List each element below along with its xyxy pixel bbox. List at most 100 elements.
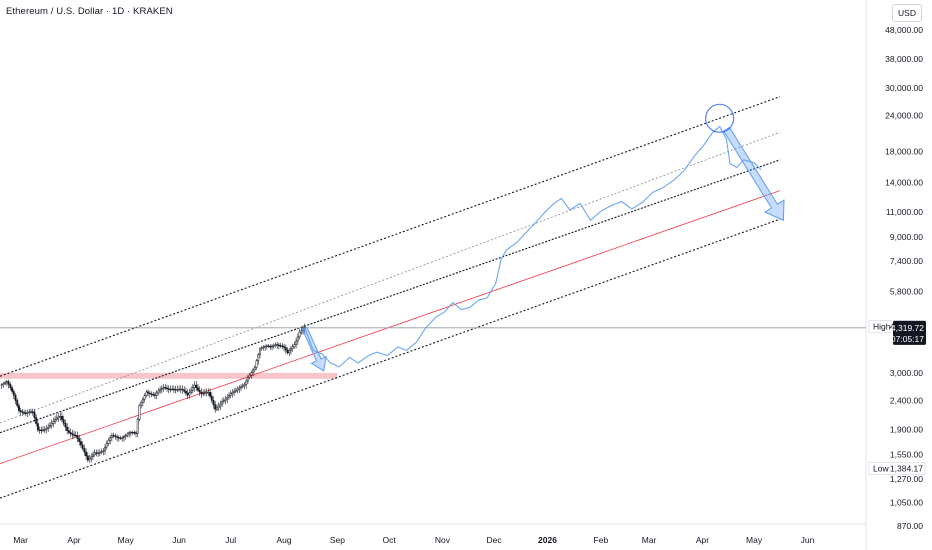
projection-line: [304, 125, 762, 368]
candle-body: [43, 429, 46, 431]
currency-button[interactable]: USD: [892, 4, 922, 22]
y-tick-label: 30,000.00: [885, 83, 923, 93]
chart-title: Ethereum / U.S. Dollar · 1D · KRAKEN: [6, 6, 173, 17]
candle-body: [136, 419, 139, 434]
x-tick-label: Jun: [172, 535, 186, 545]
candle-body: [86, 455, 89, 461]
y-tick-label: 48,000.00: [885, 25, 923, 35]
candle-body: [121, 437, 124, 439]
x-tick-label: Jul: [225, 535, 236, 545]
candle-body: [28, 411, 31, 414]
candle-body: [238, 387, 241, 390]
resistance-zone: [0, 372, 338, 379]
highlight-circle: [705, 103, 735, 133]
candle-body: [50, 423, 53, 426]
candle-body: [123, 436, 125, 438]
y-tick-label: 38,000.00: [885, 54, 923, 64]
candle-body: [133, 432, 136, 434]
x-tick-label: 2026: [538, 535, 557, 545]
x-tick-label: Jun: [801, 535, 815, 545]
candle-body: [157, 390, 160, 394]
candle-body: [47, 426, 50, 429]
candle-body: [272, 345, 275, 347]
candle-body: [191, 387, 194, 391]
candle-body: [296, 336, 299, 342]
x-tick-label: Dec: [487, 535, 503, 545]
candle-body: [148, 392, 151, 395]
x-tick-label: Oct: [382, 535, 396, 545]
candle-body: [207, 392, 210, 394]
candle-body: [52, 421, 55, 424]
candle-body: [284, 347, 287, 351]
x-tick-label: Mar: [13, 535, 28, 545]
candle-body: [210, 395, 213, 401]
candle-body: [69, 432, 72, 434]
candle-body: [283, 346, 286, 348]
candle-body: [281, 345, 284, 347]
candle-body: [64, 423, 67, 428]
candle-body: [11, 387, 14, 392]
candle-body: [141, 398, 144, 403]
x-tick-label: Nov: [435, 535, 451, 545]
candle-body: [131, 431, 134, 434]
y-tick-label: 5,800.00: [890, 286, 923, 296]
candle-body: [93, 452, 96, 456]
candle-body: [178, 388, 181, 391]
candle-body: [288, 350, 291, 354]
candle-body: [215, 407, 218, 410]
candle-body: [290, 348, 292, 351]
candle-body: [62, 419, 65, 424]
candle-body: [36, 423, 39, 431]
candle-body: [234, 390, 237, 392]
candle-body: [12, 391, 15, 396]
candle-body: [171, 388, 174, 391]
x-tick-label: Sep: [330, 535, 345, 545]
candle-body: [184, 391, 187, 394]
candle-body: [198, 389, 201, 393]
candle-body: [152, 394, 155, 396]
candle-body: [252, 369, 255, 373]
candle-body: [104, 446, 106, 452]
candle-body: [212, 399, 215, 405]
candle-body: [117, 437, 120, 439]
candle-body: [74, 434, 77, 437]
y-tick-label: 1,550.00: [890, 450, 923, 460]
candle-body: [167, 388, 170, 390]
candle-body: [38, 429, 41, 431]
x-tick-label: Feb: [594, 535, 609, 545]
price-tag: [893, 320, 926, 345]
candle-body: [271, 345, 273, 348]
candle-body: [23, 412, 26, 414]
candle-body: [83, 448, 86, 453]
candle-body: [202, 393, 205, 395]
candle-body: [228, 395, 230, 398]
candle-body: [200, 391, 203, 395]
candle-body: [138, 405, 141, 420]
candle-body: [124, 435, 127, 437]
candle-body: [259, 348, 261, 355]
candle-body: [88, 458, 91, 461]
candle-body: [45, 428, 48, 430]
candle-body: [97, 452, 100, 454]
candle-body: [267, 345, 270, 347]
candle-body: [116, 436, 119, 438]
candle-body: [279, 345, 282, 347]
candle-body: [33, 411, 36, 418]
candle-body: [61, 415, 63, 420]
down-arrow-small: [301, 326, 327, 372]
candle-body: [119, 437, 122, 440]
candle-body: [109, 437, 112, 441]
candle-body: [224, 398, 227, 401]
high-label: High: [873, 322, 891, 332]
candle-body: [5, 381, 8, 383]
candle-body: [203, 392, 206, 394]
candle-body: [95, 452, 98, 454]
channel-line-mid_upper: [0, 131, 781, 424]
candle-body: [205, 392, 208, 394]
candle-body: [264, 346, 267, 348]
x-tick-label: May: [118, 535, 135, 545]
y-tick-label: 1,270.00: [890, 474, 923, 484]
x-tick-label: Mar: [642, 535, 657, 545]
